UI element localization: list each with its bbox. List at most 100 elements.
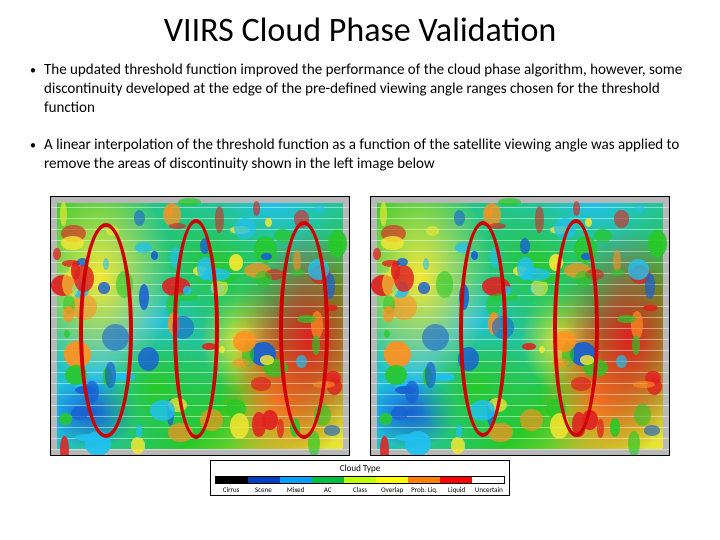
map-speck — [580, 355, 594, 365]
map-speck — [423, 258, 429, 271]
map-speck — [328, 230, 347, 257]
map-speck — [632, 335, 640, 355]
map-speck — [135, 242, 152, 253]
legend-segment — [216, 477, 248, 483]
map-base — [377, 203, 663, 449]
map-speck — [138, 347, 159, 371]
map-speck — [459, 284, 469, 310]
map-speck — [385, 365, 407, 385]
legend-label: Uncertain — [473, 485, 505, 494]
map-speck — [488, 423, 513, 443]
map-speck — [139, 284, 149, 310]
legend-label: Prob. Liq. — [408, 485, 440, 494]
map-speck — [628, 431, 640, 456]
map-speck — [60, 202, 67, 226]
map-speck — [395, 434, 418, 441]
map-speck — [458, 347, 479, 371]
map-speck — [53, 248, 61, 260]
map-base — [57, 203, 343, 449]
map-speck — [395, 386, 416, 394]
map-speck — [470, 400, 495, 421]
map-speck — [455, 242, 472, 253]
map-speck — [380, 436, 389, 456]
bullet-item: • A linear interpolation of the threshol… — [28, 136, 692, 174]
map-speck — [422, 324, 449, 351]
map-speck — [294, 210, 309, 227]
map-speck — [648, 230, 667, 257]
legend-label: Class — [344, 485, 376, 494]
map-speck — [116, 271, 134, 297]
legend-segment — [376, 477, 408, 483]
map-speck — [172, 316, 195, 339]
map-speck — [492, 316, 515, 339]
map-speck — [60, 436, 69, 456]
map-speck — [633, 381, 655, 388]
legend-label: AC — [312, 485, 344, 494]
map-speck — [215, 206, 224, 233]
map-speck — [397, 258, 408, 266]
legend-segment — [408, 477, 440, 483]
map-speck — [383, 306, 393, 321]
legend-labels: CirrusSceneMixedACClassOverlapProb. Liq.… — [215, 485, 505, 494]
map-speck — [425, 362, 435, 388]
map-speck — [260, 355, 274, 365]
map-speck — [549, 254, 563, 271]
map-speck — [644, 425, 660, 435]
legend-segment — [344, 477, 376, 483]
map-left — [50, 196, 350, 456]
legend-title: Cloud Type — [215, 463, 505, 474]
map-speck — [581, 253, 592, 259]
legend-label: Mixed — [279, 485, 311, 494]
map-speck — [324, 425, 340, 435]
map-speck — [75, 434, 98, 441]
map-speck — [308, 431, 320, 456]
map-speck — [106, 226, 119, 236]
map-speck — [150, 400, 175, 421]
map-speck — [251, 377, 270, 391]
map-speck — [380, 202, 387, 226]
map-speck — [628, 259, 648, 279]
map-speck — [520, 409, 544, 430]
map-speck — [572, 412, 585, 437]
map-speck — [456, 425, 462, 438]
map-speck — [102, 324, 129, 351]
map-speck — [454, 210, 465, 226]
map-speck — [571, 377, 590, 391]
legend-label: Scene — [247, 485, 279, 494]
map-speck — [232, 359, 250, 367]
legend: Cloud Type CirrusSceneMixedACClassOverla… — [210, 460, 510, 496]
page-title: VIIRS Cloud Phase Validation — [0, 0, 720, 57]
bullet-marker: • — [28, 136, 44, 174]
legend-label: Cirrus — [215, 485, 247, 494]
map-speck — [252, 412, 265, 437]
map-speck — [71, 406, 88, 420]
legend-segment — [472, 477, 504, 483]
map-speck — [134, 210, 145, 226]
map-speck — [535, 206, 544, 233]
map-speck — [554, 218, 576, 239]
figure-row — [0, 192, 720, 456]
map-speck — [63, 306, 73, 321]
map-speck — [313, 381, 335, 388]
bullet-marker: • — [28, 61, 44, 118]
map-speck — [261, 253, 272, 259]
legend-segment — [280, 477, 312, 483]
bullet-text: The updated threshold function improved … — [44, 61, 692, 118]
map-speck — [552, 359, 570, 367]
legend-label: Overlap — [376, 485, 408, 494]
map-speck — [151, 251, 158, 260]
map-speck — [498, 198, 521, 206]
bullet-list: • The updated threshold function improve… — [0, 57, 720, 174]
map-speck — [229, 254, 243, 271]
map-speck — [178, 198, 201, 206]
map-speck — [308, 259, 328, 279]
map-speck — [170, 247, 183, 268]
map-speck — [391, 294, 417, 320]
map-speck — [234, 218, 256, 239]
map-speck — [426, 226, 439, 236]
map-speck — [490, 247, 503, 268]
map-speck — [105, 362, 115, 388]
map-speck — [77, 258, 88, 266]
map-speck — [103, 258, 109, 271]
map-speck — [200, 238, 210, 254]
